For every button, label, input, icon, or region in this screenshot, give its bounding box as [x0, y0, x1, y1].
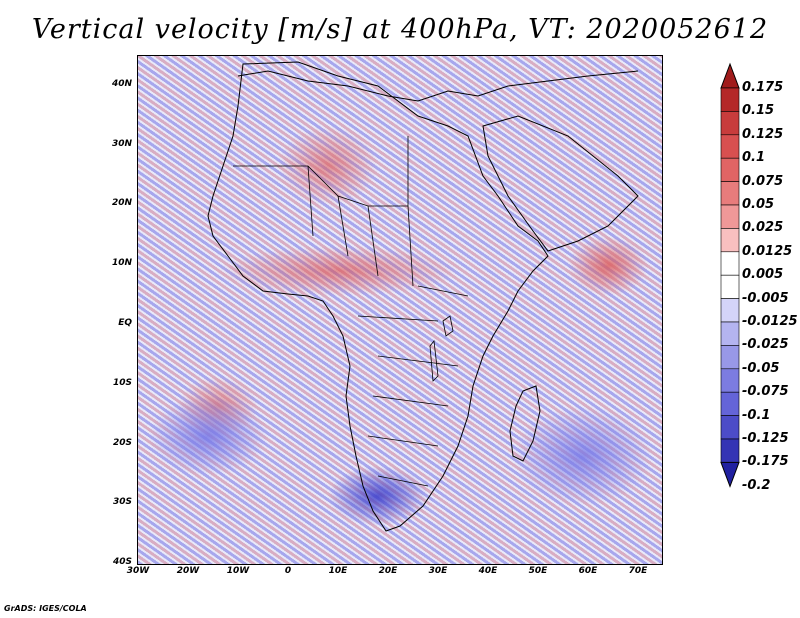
lon-label-30w: 30W — [126, 566, 150, 576]
colorbar-box — [720, 157, 740, 182]
lat-label-40n: 40N — [111, 79, 132, 89]
colorbar-label: 0.025 — [742, 220, 784, 236]
lon-label-10w: 10W — [226, 566, 250, 576]
lon-label-30e: 30E — [428, 566, 448, 576]
colorbar-box — [720, 345, 740, 370]
lat-label-30s: 30S — [112, 497, 132, 507]
colorbar-box — [720, 134, 740, 159]
colorbar-label: -0.0125 — [742, 314, 798, 329]
colorbar-label: -0.05 — [742, 360, 780, 376]
lat-label-30n: 30N — [111, 139, 132, 149]
lon-label-0: 0 — [284, 566, 292, 576]
lon-label-10e: 10E — [328, 566, 348, 576]
map-title: Vertical velocity [m/s] at 400hPa, VT: 2… — [31, 14, 769, 45]
colorbar-label: 0.125 — [742, 126, 784, 142]
lon-label-70e: 70E — [628, 566, 648, 576]
grads-credit: GrADS: IGES/COLA — [4, 604, 87, 613]
lat-label-10n: 10N — [111, 258, 132, 268]
colorbar-box — [720, 438, 740, 463]
colorbar-label: -0.2 — [742, 477, 771, 493]
coastline-overlay — [207, 61, 639, 532]
colorbar-box — [720, 204, 740, 229]
colorbar-label: -0.1 — [742, 407, 771, 423]
colorbar-label: 0.05 — [742, 197, 775, 212]
colorbar-box — [720, 368, 740, 393]
lat-label-40s: 40S — [112, 557, 132, 567]
colorbar-box — [720, 181, 740, 206]
colorbar-label: -0.125 — [742, 431, 789, 446]
colorbar-label: 0.005 — [742, 267, 784, 283]
colorbar-label: 0.175 — [742, 80, 784, 95]
colorbar-label: -0.075 — [742, 384, 789, 400]
lon-label-50e: 50E — [528, 566, 548, 576]
lat-label-20s: 20S — [112, 438, 132, 448]
lat-label-20n: 20N — [111, 198, 132, 208]
lon-label-20w: 20W — [176, 566, 200, 576]
colorbar-box — [720, 251, 740, 276]
colorbar-label: -0.175 — [742, 454, 789, 470]
colorbar-box — [720, 298, 740, 323]
vertical-velocity-map — [137, 55, 663, 565]
colorbar-box — [720, 87, 740, 112]
colorbar-box — [720, 228, 740, 253]
colorbar-label: -0.005 — [742, 290, 789, 306]
colorbar-label: 0.1 — [742, 150, 766, 166]
colorbar-bottom-arrow — [720, 461, 740, 488]
colorbar-box — [720, 274, 740, 299]
colorbar-label: 0.15 — [742, 103, 775, 119]
lat-label-10s: 10S — [112, 378, 132, 388]
lon-label-60e: 60E — [578, 566, 598, 576]
colorbar-top-arrow — [720, 62, 740, 89]
lat-label-eq: EQ — [118, 318, 132, 328]
colorbar-label: 0.0125 — [742, 243, 793, 259]
colorbar-box — [720, 111, 740, 136]
lon-label-20e: 20E — [378, 566, 398, 576]
colorbar-label: 0.075 — [742, 173, 784, 189]
colorbar-box — [720, 391, 740, 416]
lon-label-40e: 40E — [478, 566, 498, 576]
colorbar-box — [720, 415, 740, 440]
colorbar-box — [720, 321, 740, 346]
colorbar-label: -0.025 — [742, 337, 789, 353]
